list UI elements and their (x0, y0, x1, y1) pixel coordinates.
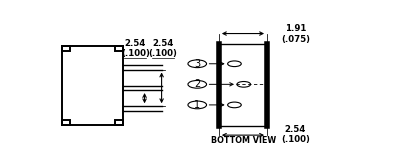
Bar (115, 46, 123, 51)
Text: 2.54
(.100): 2.54 (.100) (281, 125, 310, 144)
Bar (115, 120, 123, 125)
Text: 2.54
(.100): 2.54 (.100) (121, 39, 150, 58)
Text: 2: 2 (194, 79, 200, 89)
Text: BOTTOM VIEW: BOTTOM VIEW (210, 136, 276, 145)
Bar (219, 44, 267, 126)
Bar (62, 46, 123, 125)
Bar (62, 46, 70, 51)
Text: 3: 3 (194, 59, 200, 69)
Text: 1: 1 (194, 100, 200, 110)
Bar (62, 120, 70, 125)
Text: 2.54
(.100): 2.54 (.100) (149, 39, 178, 58)
Text: 1.91
(.075): 1.91 (.075) (281, 25, 310, 44)
